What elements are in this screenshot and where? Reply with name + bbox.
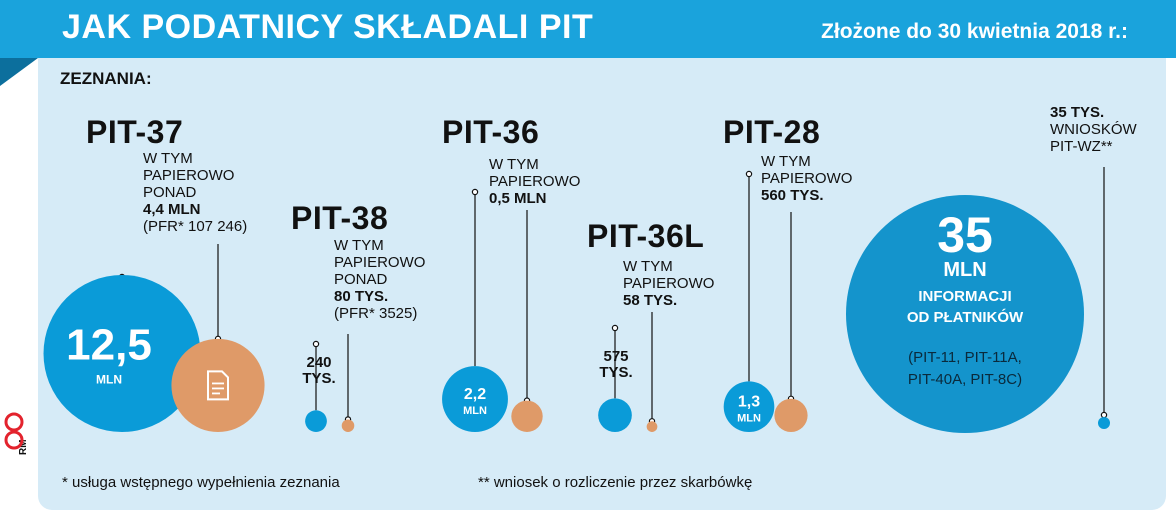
total-label-pit38: 240 TYS. [296,355,342,387]
note-line: PONAD [143,184,197,201]
total-value: 240 [306,354,332,371]
header-fold [0,58,38,86]
note-line: W TYM [489,156,539,173]
note-line: W TYM [623,258,673,275]
total-label-pit36l: 575 TYS. [590,349,642,381]
form-name-pit37: PIT-37 [86,114,184,150]
bubble-unit-label: MLN [96,373,122,387]
paper-note-pit28: W TYM PAPIEROWO 560 TYS. [761,153,852,204]
total-unit: TYS. [302,370,336,387]
paper-bubble [171,338,265,432]
form-name-pit28: PIT-28 [723,114,821,150]
leader-dot [312,340,320,348]
note-extra: (PFR* 107 246) [143,218,248,235]
total-bubble [305,410,327,432]
form-name-pit36: PIT-36 [442,114,540,150]
paper-bubble [646,421,658,432]
bubble-value-label: 12,5 [66,321,152,370]
wz-bubble [1098,417,1110,429]
note-value: 0,5 MLN [489,190,547,207]
bubble-unit-label: MLN [463,405,487,417]
info-detail-line: (PIT-11, PIT-11A, [908,349,1022,366]
footnote-pfr: * usługa wstępnego wypełnienia zeznania [62,474,340,491]
note-value: 80 TYS. [334,288,389,305]
total-bubble [442,366,508,432]
total-value: 575 [603,348,629,365]
note-line: PAPIEROWO [623,275,715,292]
chart-title: JAK PODATNICY SKŁADALI PIT [62,8,594,46]
note-value: 58 TYS. [623,292,678,309]
wz-value: 35 TYS. [1050,104,1105,121]
bubble-unit-label: MLN [737,413,761,425]
note-line: W TYM [761,153,811,170]
info-title-line: INFORMACJI [918,288,1011,305]
paper-note-pit37: W TYM PAPIEROWO PONAD 4,4 MLN (PFR* 107 … [143,150,247,235]
info-title-line: OD PŁATNIKÓW [907,308,1024,326]
paper-note-pit36l: W TYM PAPIEROWO 58 TYS. [623,258,714,309]
form-name-pit38: PIT-38 [291,200,389,236]
leader-dot [471,188,479,196]
total-bubble [598,398,632,432]
chart-subtitle: Złożone do 30 kwietnia 2018 r.: [821,20,1128,43]
bubble-value-label: 2,2 [464,386,486,403]
section-label: ZEZNANIA: [60,69,152,88]
note-value: 4,4 MLN [143,201,201,218]
note-extra: (PFR* 3525) [334,305,418,322]
paper-bubble [511,400,543,432]
wz-line: WNIOSKÓW [1050,121,1137,138]
note-line: PAPIEROWO [761,170,853,187]
note-line: W TYM [334,237,384,254]
header-bar [0,0,1176,58]
leader-dot [611,324,619,332]
paper-bubble [774,398,808,433]
form-name-pit36l: PIT-36L [587,218,705,254]
note-line: PAPIEROWO [334,254,426,271]
info-unit-label: MLN [943,259,986,281]
paper-bubble [341,419,355,432]
paper-note-pit38: W TYM PAPIEROWO PONAD 80 TYS. (PFR* 3525… [334,237,425,322]
note-line: PONAD [334,271,388,288]
footnote-wz: ** wniosek o rozliczenie przez skarbówkę [478,474,753,491]
total-bubble [43,275,201,432]
info-value-label: 35 [937,207,993,263]
info-bubble [846,195,1084,433]
paper-note-pit36: W TYM PAPIEROWO 0,5 MLN [489,156,580,207]
leader-dot [1100,411,1108,419]
note-line: PAPIEROWO [143,167,235,184]
total-unit: TYS. [599,364,633,381]
wz-note: 35 TYS. WNIOSKÓW PIT-WZ** [1050,104,1137,155]
leader-dot [745,170,753,178]
total-bubble [723,381,775,432]
document-icon [207,370,229,401]
note-line: W TYM [143,150,193,167]
wz-line: PIT-WZ** [1050,138,1113,155]
note-line: PAPIEROWO [489,173,581,190]
publisher-logo [4,412,24,450]
bubble-value-label: 1,3 [738,394,760,411]
note-value: 560 TYS. [761,187,824,204]
info-detail-line: PIT-40A, PIT-8C) [908,371,1022,388]
